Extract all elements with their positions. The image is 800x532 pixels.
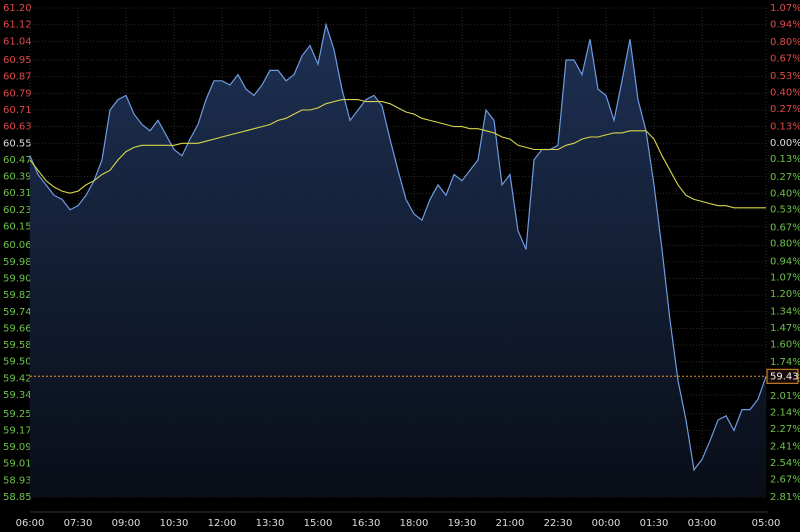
y-tick-label: 61.12 (3, 20, 32, 31)
y-tick-label: 60.15 (3, 221, 32, 232)
y2-tick-label: 1.74% (770, 357, 800, 368)
y2-tick-label: 1.07% (770, 273, 800, 284)
current-price-label: 59.43 (770, 371, 799, 382)
y2-tick-label: 2.41% (770, 442, 800, 453)
y-tick-label: 59.66 (3, 323, 32, 334)
y-tick-label: 60.47 (3, 155, 32, 166)
y-tick-label: 59.98 (3, 257, 32, 268)
y-tick-label: 60.71 (3, 105, 32, 116)
y2-tick-label: 2.01% (770, 391, 800, 402)
y-tick-label: 59.09 (3, 442, 32, 453)
x-tick-label: 19:30 (448, 518, 477, 529)
y2-tick-label: 1.60% (770, 340, 800, 351)
y2-tick-label: 0.94% (770, 256, 800, 267)
x-tick-label: 00:00 (592, 518, 621, 529)
y2-tick-label: 2.54% (770, 458, 800, 469)
x-tick-label: 09:00 (112, 518, 141, 529)
y-tick-label: 60.39 (3, 172, 32, 183)
y2-tick-label: 0.67% (770, 222, 800, 233)
average-line (29, 99, 766, 209)
y2-tick-label: 1.47% (770, 323, 800, 334)
x-tick-label: 05:00 (752, 518, 781, 529)
y2-tick-label: 0.53% (770, 71, 800, 82)
x-tick-label: 12:00 (208, 518, 237, 529)
y-tick-label: 59.58 (3, 340, 32, 351)
y-tick-label: 59.17 (3, 425, 32, 436)
y2-tick-label: 0.27% (770, 172, 800, 183)
y2-tick-label: 0.40% (770, 188, 800, 199)
y-tick-label: 59.25 (3, 409, 32, 420)
x-tick-label: 16:30 (352, 518, 381, 529)
y2-tick-label: 2.81% (770, 492, 800, 503)
y2-tick-label: 0.80% (770, 37, 800, 48)
x-tick-label: 06:00 (16, 518, 45, 529)
y2-tick-label: 2.14% (770, 408, 800, 419)
y2-tick-label: 2.27% (770, 424, 800, 435)
y-tick-label: 60.31 (3, 188, 32, 199)
current-price-tag (766, 368, 799, 384)
y2-tick-label: 1.20% (770, 289, 800, 300)
y2-tick-label: 0.80% (770, 239, 800, 250)
x-tick-label: 18:00 (400, 518, 429, 529)
x-tick-label: 03:00 (688, 518, 717, 529)
y2-tick-label: 0.27% (770, 104, 800, 115)
y-tick-label: 60.23 (3, 205, 32, 216)
x-tick-label: 13:30 (256, 518, 285, 529)
y2-tick-label: 0.00% (770, 138, 800, 149)
x-tick-label: 22:30 (544, 518, 573, 529)
x-tick-label: 07:30 (64, 518, 93, 529)
y2-tick-label: 1.34% (770, 307, 800, 318)
y2-tick-label: 2.67% (770, 474, 800, 485)
y-tick-label: 61.04 (3, 36, 32, 47)
y-tick-label: 59.82 (3, 290, 32, 301)
y2-tick-label: 0.67% (770, 53, 800, 64)
y-tick-label: 58.93 (3, 475, 32, 486)
price-area (30, 24, 766, 497)
y-tick-label: 59.34 (3, 390, 32, 401)
y-tick-label: 60.06 (3, 240, 32, 251)
y-tick-label: 60.55 (3, 138, 32, 149)
y-tick-label: 60.79 (3, 88, 32, 99)
y2-tick-label: 0.40% (770, 87, 800, 98)
x-tick-label: 10:30 (160, 518, 189, 529)
x-tick-label: 01:30 (640, 518, 669, 529)
x-tick-label: 21:00 (496, 518, 525, 529)
y-tick-label: 58.85 (3, 492, 32, 503)
y-tick-label: 59.42 (3, 373, 32, 384)
price-line (29, 22, 767, 472)
x-tick-label: 15:00 (304, 518, 333, 529)
y-tick-label: 59.50 (3, 357, 32, 368)
y2-tick-label: 0.53% (770, 205, 800, 216)
y2-tick-label: 0.94% (770, 19, 800, 30)
y-tick-label: 60.95 (3, 55, 32, 66)
y-tick-label: 59.74 (3, 307, 32, 318)
y-tick-label: 61.20 (3, 3, 32, 14)
y-tick-label: 59.01 (3, 459, 32, 470)
y-tick-label: 60.63 (3, 122, 32, 133)
y-tick-label: 60.87 (3, 72, 32, 83)
y-tick-label: 59.90 (3, 274, 32, 285)
y2-tick-label: 0.13% (770, 121, 800, 132)
y2-tick-label: 1.07% (770, 3, 800, 14)
y2-tick-label: 0.13% (770, 154, 800, 165)
